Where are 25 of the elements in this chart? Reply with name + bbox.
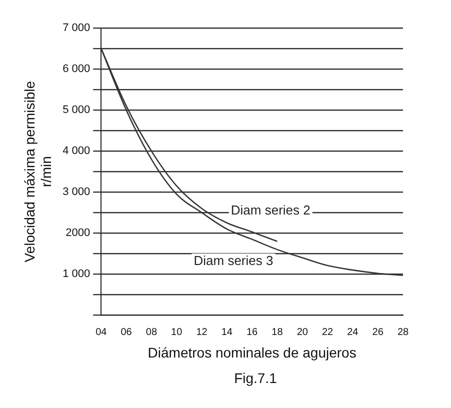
- y-tick-label: 7 000: [62, 22, 90, 34]
- caption: Fig.7.1: [233, 370, 278, 386]
- y-tick-label: 6 000: [62, 63, 90, 76]
- x-tick-label: 14: [221, 326, 233, 338]
- y-axis-title: Velocidad máxima permisible r/min: [21, 80, 54, 262]
- x-tick-label: 04: [96, 326, 108, 338]
- x-tick-label: 22: [322, 326, 334, 338]
- y-tick-label: 2000: [66, 227, 90, 240]
- x-tick-label: 08: [146, 326, 158, 338]
- series-label: Diam series 3: [194, 253, 274, 268]
- y-tick-label: 5 000: [62, 104, 90, 116]
- x-tick-label: 28: [397, 326, 409, 338]
- y-tick-label: 4 000: [62, 145, 90, 158]
- x-tick-label: 20: [296, 326, 308, 338]
- x-tick-label: 18: [272, 326, 284, 338]
- x-tick-label: 12: [196, 326, 208, 338]
- y-tick-label: 3 000: [62, 186, 90, 198]
- x-tick-label: 16: [246, 326, 258, 338]
- x-tick-label: 26: [372, 326, 384, 338]
- x-tick-label: 10: [171, 326, 183, 338]
- y-tick-label: 1 000: [62, 268, 90, 280]
- x-tick-label: 06: [120, 326, 132, 338]
- x-tick-label: 24: [347, 326, 359, 338]
- x-axis-title: Diámetros nominales de agujeros: [148, 344, 356, 360]
- series-label: Diam series 2: [230, 202, 310, 218]
